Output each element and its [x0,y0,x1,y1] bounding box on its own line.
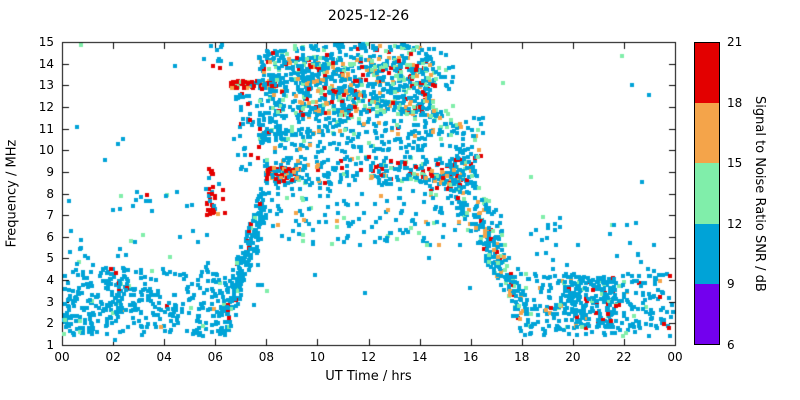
x-tick-label: 20 [565,350,581,364]
colorbar-tick-label: 18 [727,95,743,110]
y-tick-label: 8 [46,186,54,201]
colorbar-tick-label: 21 [727,35,743,49]
y-axis-label: Frequency / MHz [4,139,20,248]
y-tick-label: 10 [38,143,54,158]
chart-title: 2025-12-26 [327,8,410,24]
y-tick-label: 12 [38,99,54,114]
y-tick-label: 1 [46,338,54,352]
colorbar-label-container: Signal to Noise Ratio SNR / dB [752,42,767,345]
x-tick-label: 12 [360,350,377,364]
x-tick-label: 14 [411,350,428,364]
x-tick-label: 18 [514,350,530,364]
colorbar-tick-label: 15 [727,156,743,171]
x-tick-label: 06 [207,350,223,364]
x-tick-label: 04 [156,350,172,364]
y-tick-label: 6 [46,229,54,244]
colorbar-tick-label: 12 [727,216,743,231]
x-tick-label: 00 [54,350,70,364]
x-tick-label: 00 [667,350,683,364]
colorbar-label: Signal to Noise Ratio SNR / dB [752,95,767,292]
colorbar-segment [695,223,719,284]
y-tick-label: 3 [46,294,54,309]
y-tick-label: 15 [38,35,54,49]
y-tick-label: 11 [38,121,54,136]
y-tick-label: 13 [38,78,54,93]
x-tick-label: 22 [616,350,632,364]
x-tick-label: 10 [309,350,326,364]
y-tick-label: 4 [46,273,54,288]
y-tick-label: 5 [46,251,54,266]
colorbar-segment [695,163,719,224]
colorbar-tick-label: 6 [727,338,735,352]
y-tick-label: 2 [46,316,54,331]
colorbar-tick-label: 9 [727,277,735,292]
x-axis-label: UT Time / hrs [325,369,412,384]
y-tick-label: 14 [38,56,54,71]
y-tick-label: 9 [46,164,54,179]
y-axis-label-container: Frequency / MHz [0,42,26,345]
y-tick-label: 7 [46,208,54,223]
x-tick-label: 16 [463,350,479,364]
colorbar-segment [695,103,719,164]
x-tick-label: 08 [258,350,274,364]
colorbar-segment [695,283,719,345]
colorbar [694,42,720,345]
colorbar-segment [695,43,719,104]
x-tick-label: 02 [105,350,121,364]
